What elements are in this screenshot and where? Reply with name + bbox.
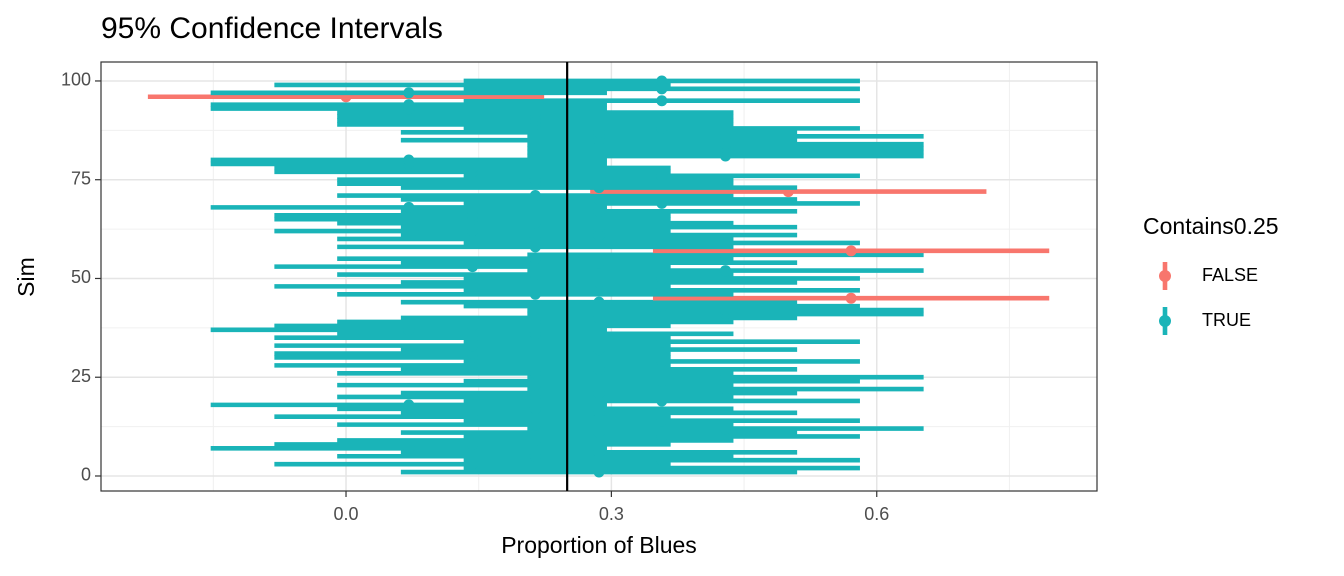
estimate-point <box>719 265 731 277</box>
estimate-point <box>403 99 415 111</box>
x-tick-label: 0.6 <box>864 504 889 524</box>
estimate-point <box>529 190 541 202</box>
estimate-point <box>403 87 415 99</box>
x-tick-label: 0.0 <box>334 504 359 524</box>
legend-key-point <box>1159 315 1171 327</box>
y-tick-label: 75 <box>71 168 91 188</box>
x-axis-title: Proportion of Blues <box>501 532 697 558</box>
estimate-point <box>845 245 857 257</box>
estimate-point <box>403 399 415 411</box>
legend-label: TRUE <box>1202 310 1251 330</box>
legend-title: Contains0.25 <box>1143 213 1279 239</box>
estimate-point <box>593 296 605 308</box>
x-tick-label: 0.3 <box>599 504 624 524</box>
y-axis-title: Sim <box>13 257 39 297</box>
estimate-point <box>656 95 668 107</box>
estimate-point <box>403 201 415 213</box>
legend-label: FALSE <box>1202 265 1258 285</box>
legend-key-point <box>1159 270 1171 282</box>
estimate-point <box>845 292 857 304</box>
estimate-point <box>403 154 415 166</box>
chart-title: 95% Confidence Intervals <box>101 12 443 45</box>
y-tick-label: 0 <box>81 465 91 485</box>
y-tick-label: 100 <box>61 70 91 90</box>
y-tick-label: 25 <box>71 366 91 386</box>
estimate-point <box>656 75 668 87</box>
marks <box>147 75 1050 478</box>
y-tick-label: 50 <box>71 267 91 287</box>
panel-border <box>100 61 1098 492</box>
